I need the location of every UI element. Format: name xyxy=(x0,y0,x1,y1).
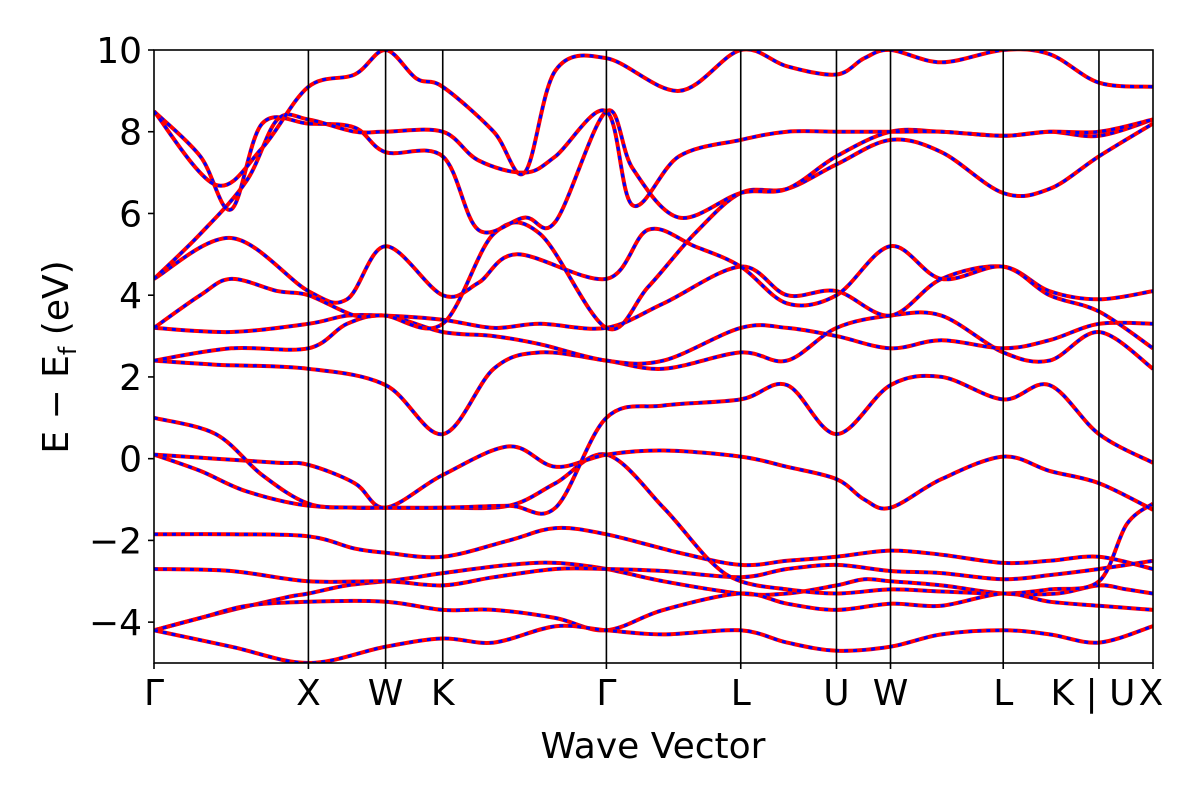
x-tick-label-8: L xyxy=(993,673,1013,714)
x-tick-label-6: U xyxy=(823,673,849,714)
y-axis-title-main: E − E xyxy=(36,355,77,454)
y-axis-title: E − Ef (eV) xyxy=(36,260,82,453)
y-axis-title-unit: (eV) xyxy=(36,260,77,346)
band-line-dashed-2 xyxy=(154,526,1153,571)
x-tick-label-2: W xyxy=(368,673,404,714)
x-tick-label-5: L xyxy=(731,673,751,714)
plot-frame xyxy=(153,49,1154,664)
kpoint-lines-layer xyxy=(307,50,1100,663)
x-tick-label-7: W xyxy=(873,673,909,714)
band-line-dashed-4 xyxy=(154,444,1153,512)
x-tick-label-10: X xyxy=(1139,673,1164,714)
x-tick-label-0: Γ xyxy=(144,673,164,714)
band-line-dashed-3 xyxy=(154,452,1153,596)
x-tick-label-4: Γ xyxy=(596,673,616,714)
x-tick-label-1: X xyxy=(296,673,321,714)
band-line-dashed-1 xyxy=(154,559,1153,587)
yticks-layer: −4 −2 0 2 4 6 8 10 xyxy=(89,31,154,644)
y-tick-label-4: 4 xyxy=(119,276,142,317)
band-line-dashed-13 xyxy=(154,50,1153,188)
x-tick-label-9: K | U xyxy=(1050,673,1135,714)
x-axis-title: Wave Vector xyxy=(541,726,766,767)
y-tick-label-0: −4 xyxy=(89,603,142,644)
band-line-dashed-6 xyxy=(154,310,1153,436)
y-tick-label-7: 10 xyxy=(96,31,142,72)
y-tick-label-1: −2 xyxy=(89,521,142,562)
band-line-dashed-9 xyxy=(154,227,1153,350)
band-line-dashed-10 xyxy=(154,122,1153,331)
y-axis-title-sub: f xyxy=(54,346,82,355)
y-tick-label-2: 0 xyxy=(119,440,142,481)
x-tick-label-3: K xyxy=(431,673,456,714)
y-tick-label-5: 6 xyxy=(119,194,142,235)
y-tick-label-3: 2 xyxy=(119,358,142,399)
y-tick-label-6: 8 xyxy=(119,113,142,154)
band-line-dashed-5 xyxy=(154,374,1153,516)
